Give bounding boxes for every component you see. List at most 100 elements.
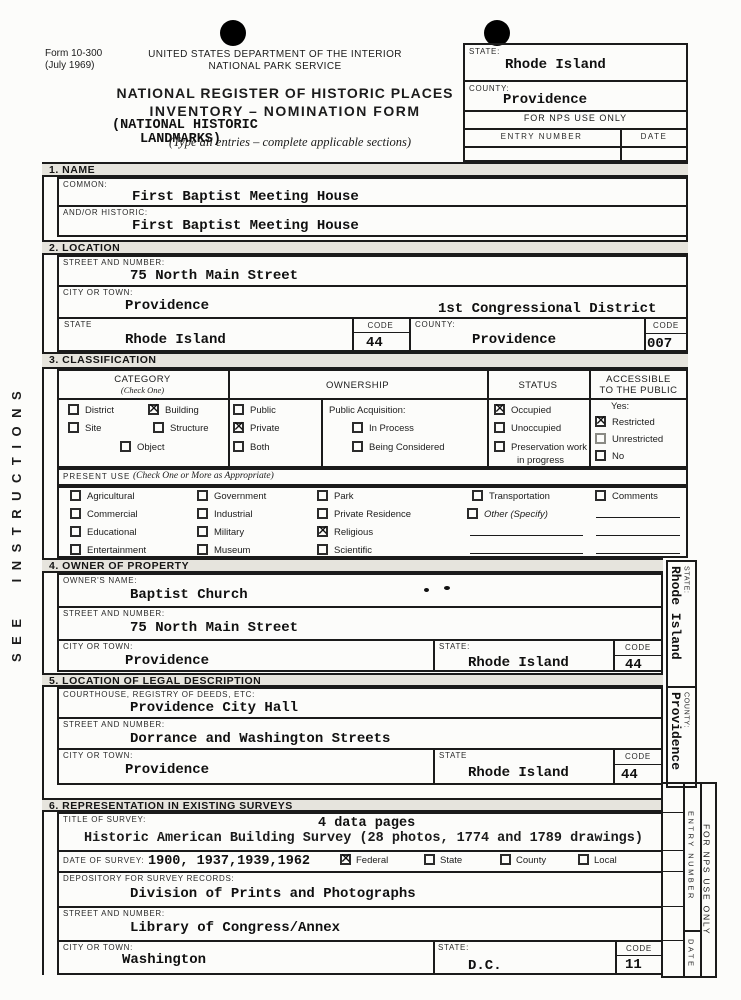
side-state-cell: STATE: Rhode Island: [668, 566, 690, 684]
form-revision-date: (July 1969): [45, 60, 95, 71]
divider: [700, 782, 702, 978]
owner-state-value: Rhode Island: [468, 655, 569, 671]
checkbox-label-agricultural: Agricultural: [87, 491, 135, 502]
punch-hole-icon: [484, 20, 510, 46]
state-value: Rhode Island: [125, 332, 226, 348]
state-label: STATE:: [469, 47, 501, 56]
checkbox-preservation: [494, 441, 505, 452]
checkbox-building: [148, 402, 160, 416]
divider: [57, 606, 663, 608]
see-instructions-note: SEE INSTRUCTIONS: [9, 382, 24, 662]
checkbox-label-military: Military: [214, 527, 245, 538]
checkbox-label-local: Local: [594, 855, 617, 866]
checkbox-label-federal: Federal: [356, 855, 389, 866]
checkbox-label-preservation-line2: in progress: [517, 455, 564, 466]
department-line: UNITED STATES DEPARTMENT OF THE INTERIOR: [148, 49, 402, 60]
tick: [661, 850, 683, 851]
agency-line: NATIONAL PARK SERVICE: [208, 61, 342, 72]
survey-date-label: DATE OF SURVEY:: [63, 856, 145, 865]
category-column-title: CATEGORY: [114, 374, 171, 385]
checkbox-military: [197, 526, 208, 537]
city-value: Providence: [125, 298, 210, 314]
checkbox-label-county: County: [516, 855, 547, 866]
nps-state-county-box: [463, 43, 688, 162]
survey-street-value: Library of Congress/Annex: [130, 920, 341, 936]
depository-label: DEPOSITORY FOR SURVEY RECORDS:: [63, 874, 235, 883]
side-county-label: COUNTY:: [682, 692, 690, 729]
blank-line: [596, 517, 680, 518]
county-value: Providence: [472, 332, 557, 348]
blank-line: [470, 553, 583, 554]
side-nps-box: [661, 782, 717, 978]
divider: [57, 285, 688, 287]
checkbox-label-entertainment: Entertainment: [87, 545, 147, 556]
side-date-label: DATE: [686, 939, 696, 969]
ink-blot: [424, 588, 429, 592]
checkbox-private: [233, 420, 245, 434]
checkbox-being-considered: [352, 441, 363, 452]
present-use-row: [57, 468, 688, 486]
checkbox-state: [424, 854, 435, 865]
survey-annotation: 4 data pages: [318, 816, 416, 831]
checkbox-federal: [340, 852, 352, 866]
owner-city-value: Providence: [125, 653, 210, 669]
accessible-column-title: TO THE PUBLIC: [599, 385, 678, 396]
punch-hole-icon: [220, 20, 246, 46]
present-use-grid: [57, 486, 688, 558]
divider: [57, 748, 663, 750]
section-3-header: 3. CLASSIFICATION: [42, 352, 688, 369]
side-entry-number-label: ENTRY NUMBER: [686, 811, 696, 901]
street-label: STREET AND NUMBER:: [63, 258, 165, 267]
checkbox-religious: [317, 524, 329, 538]
checkbox-label-museum: Museum: [214, 545, 251, 556]
checkbox-government: [197, 490, 208, 501]
divider: [57, 850, 663, 852]
checkbox-entertainment: [70, 544, 81, 555]
congressional-district-value: 1st Congressional District: [438, 301, 657, 317]
blank-line: [596, 535, 680, 536]
classification-table: [57, 369, 688, 468]
form-title-line1: NATIONAL REGISTER OF HISTORIC PLACES: [116, 85, 454, 101]
divider: [57, 906, 663, 908]
divider: [683, 782, 685, 978]
checkbox-label-private-residence: Private Residence: [334, 509, 412, 520]
checkbox-commercial: [70, 508, 81, 519]
divider: [613, 748, 615, 785]
section-4-header: 4. OWNER OF PROPERTY: [42, 558, 663, 573]
checkbox-label-park: Park: [334, 491, 354, 502]
divider: [613, 764, 663, 765]
checkbox-label-transportation: Transportation: [489, 491, 550, 502]
divider: [352, 332, 409, 333]
checkbox-unrestricted: [595, 433, 606, 444]
divider: [613, 655, 663, 656]
divider: [615, 940, 617, 975]
legal-state-value: Rhode Island: [468, 765, 569, 781]
owner-name-value: Baptist Church: [130, 587, 248, 603]
checkbox-label-scientific: Scientific: [334, 545, 373, 556]
checkbox-label-private: Private: [250, 423, 280, 434]
checkbox-label-district: District: [85, 405, 115, 416]
historic-name-label: AND/OR HISTORIC:: [63, 208, 148, 217]
typed-overlay-line2: LANDMARKS): [140, 132, 222, 147]
owner-state-label: STATE:: [439, 642, 471, 651]
checkbox-agricultural: [70, 490, 81, 501]
status-column-title: STATUS: [518, 380, 558, 391]
divider: [57, 871, 663, 873]
checkbox-occupied: [494, 402, 506, 416]
category-column-subtitle: (Check One): [120, 385, 165, 395]
survey-city-label: CITY OR TOWN:: [63, 943, 133, 952]
legal-street-label: STREET AND NUMBER:: [63, 720, 165, 729]
section-6-header: 6. REPRESENTATION IN EXISTING SURVEYS: [42, 798, 663, 812]
checkbox-public: [233, 404, 244, 415]
checkbox-label-object: Object: [137, 442, 165, 453]
divider: [409, 317, 411, 352]
checkbox-transportation: [472, 490, 483, 501]
section-2-box: [57, 255, 688, 352]
side-state-label: STATE:: [682, 566, 690, 594]
divider: [487, 369, 489, 468]
checkbox-label-preservation: Preservation work: [511, 442, 588, 453]
divider: [433, 940, 435, 975]
section-5-box: [57, 687, 663, 785]
date-label: DATE: [640, 132, 668, 141]
state-code-value: 44: [366, 335, 383, 351]
